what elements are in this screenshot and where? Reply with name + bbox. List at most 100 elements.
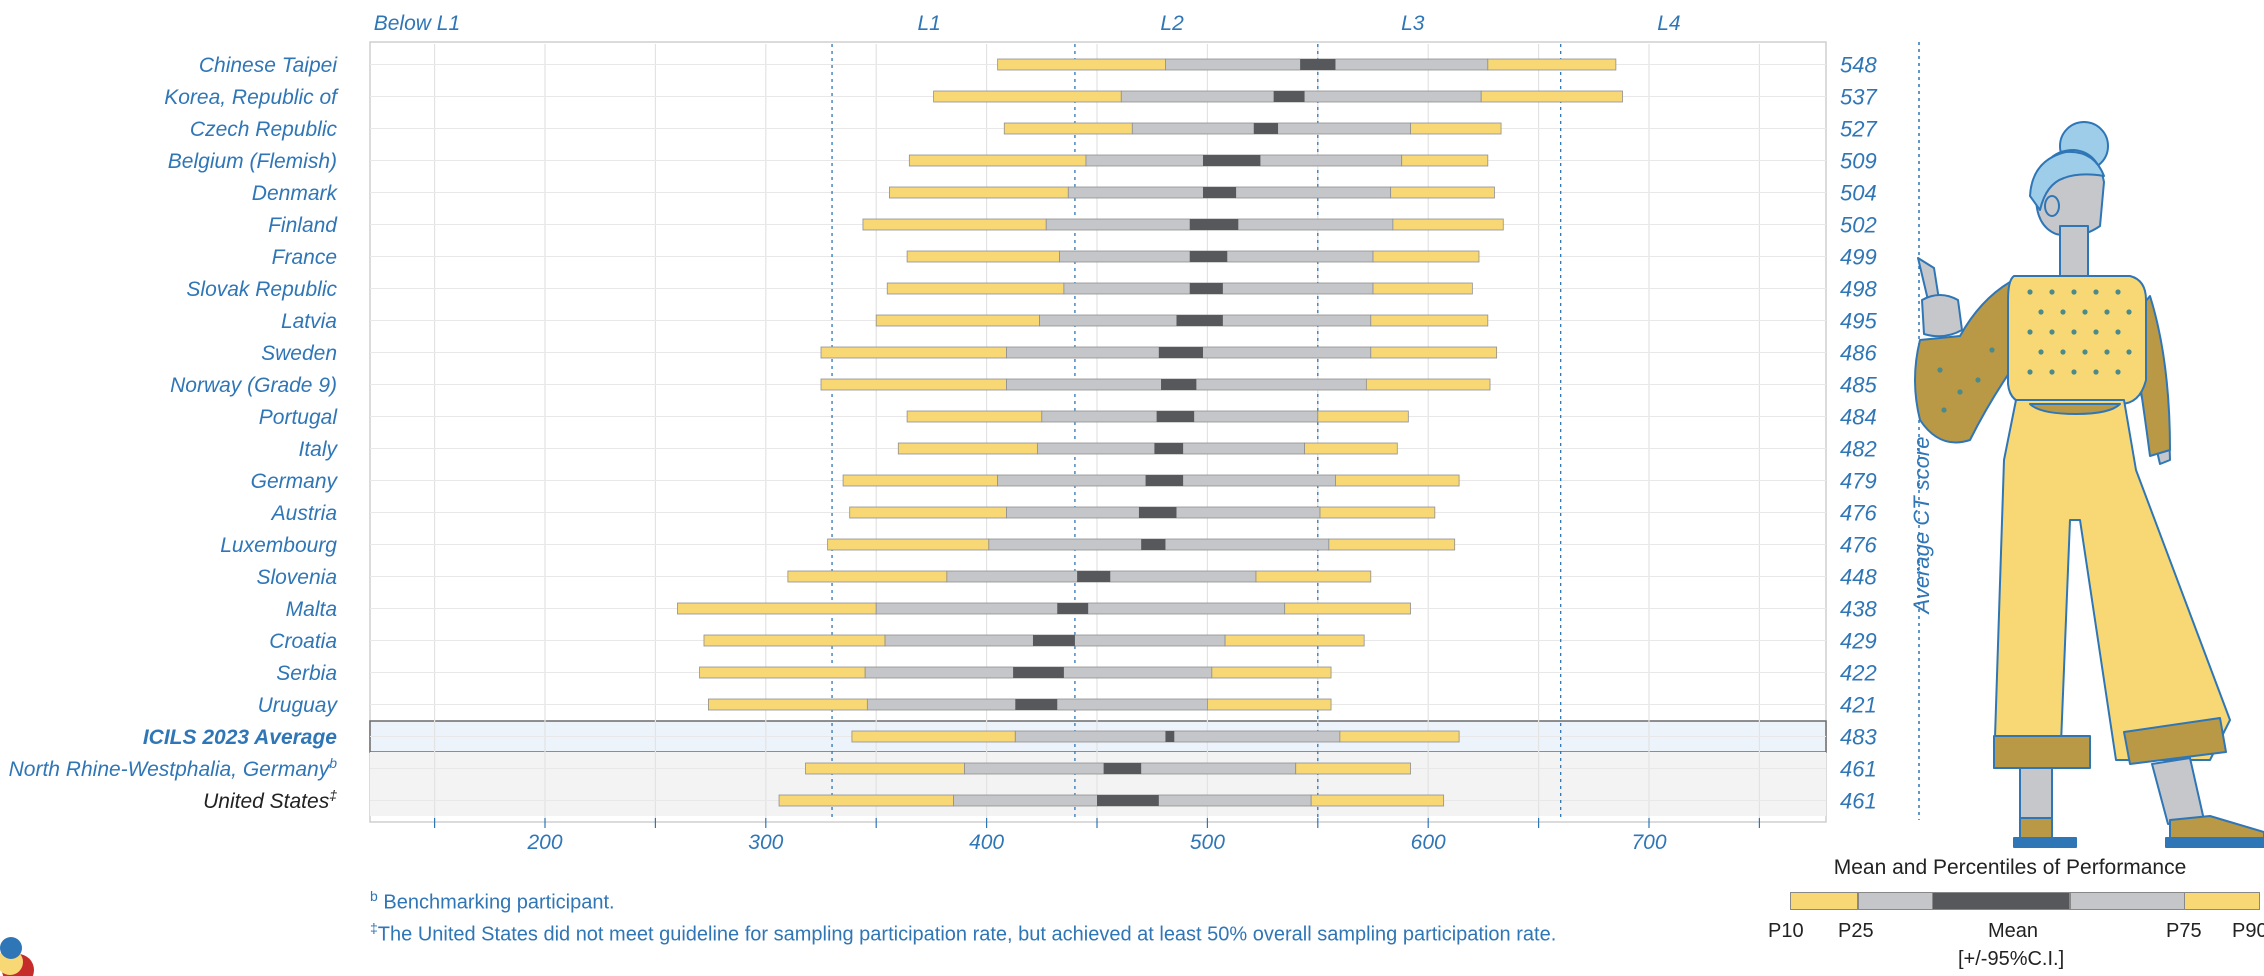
footnote-us-mark: ‡ <box>370 920 378 936</box>
country-label: Serbia <box>276 662 337 685</box>
x-tick-label: 600 <box>1411 831 1446 854</box>
country-row: Serbia 422 <box>276 661 1876 686</box>
p75-p90-bar <box>1372 250 1480 263</box>
mean-ci-bar <box>1273 91 1305 102</box>
country-row: Slovak Republic 498 <box>186 277 1877 302</box>
country-row: Czech Republic 527 <box>190 117 1878 142</box>
p10-p25-bar <box>849 506 1007 519</box>
country-label: Italy <box>298 438 338 461</box>
country-name: Belgium (Flemish) <box>168 150 337 173</box>
legend-p75-p90-bar <box>2184 892 2260 910</box>
footnote-benchmark-mark: b <box>370 888 378 904</box>
mean-ci-bar <box>1138 507 1177 518</box>
country-name: Korea, Republic of <box>164 86 339 109</box>
country-row: Belgium (Flemish) 509 <box>168 149 1877 174</box>
country-row: Portugal 484 <box>259 405 1877 430</box>
grid <box>370 44 1826 820</box>
mean-ci-bar <box>1202 155 1261 166</box>
p10-p25-bar <box>886 282 1065 295</box>
p10-p25-bar <box>842 474 999 487</box>
country-label: Czech Republic <box>190 118 338 141</box>
country-name: United States <box>203 790 330 813</box>
average-score-label: 495 <box>1840 309 1877 334</box>
average-score-label: 527 <box>1840 117 1877 142</box>
p75-p90-bar <box>1310 794 1445 807</box>
average-score-label: 438 <box>1840 597 1877 622</box>
mean-ci-bar <box>1161 379 1197 390</box>
p10-p25-bar <box>827 538 990 551</box>
legend-p90-label: P90 <box>2232 920 2264 942</box>
p10-p25-bar <box>889 186 1069 199</box>
p10-p25-bar <box>703 634 886 647</box>
legend-p25-label: P25 <box>1838 920 1874 942</box>
country-row: Italy 482 <box>298 437 1876 462</box>
x-tick-label: 700 <box>1631 831 1666 854</box>
country-label: Korea, Republic of <box>164 86 339 109</box>
p75-p90-bar <box>1317 410 1409 423</box>
x-tick-label: 400 <box>969 831 1004 854</box>
average-score-label: 498 <box>1840 277 1877 302</box>
country-name: Austria <box>270 502 337 525</box>
country-row: United States‡ 461 <box>203 787 1877 814</box>
p10-p25-bar <box>787 570 948 583</box>
legend-p10-p25-bar <box>1790 892 1858 910</box>
p75-p90-bar <box>1211 666 1332 679</box>
country-label: ICILS 2023 Average <box>143 726 337 749</box>
country-footnote-mark: b <box>329 755 337 771</box>
legend-mean-p75-bar <box>2070 892 2202 910</box>
country-label: Croatia <box>269 630 337 653</box>
p10-p25-bar <box>820 378 1007 391</box>
p10-p25-bar <box>699 666 866 679</box>
p10-p25-bar <box>933 90 1122 103</box>
average-score-label: 429 <box>1840 629 1877 654</box>
country-row: Norway (Grade 9) 485 <box>170 373 1877 398</box>
level-label: L3 <box>1401 12 1425 35</box>
country-name: Sweden <box>261 342 337 365</box>
legend-p10-label: P10 <box>1768 920 1804 942</box>
country-footnote-mark: ‡ <box>329 787 337 803</box>
country-label: North Rhine-Westphalia, Germanyb <box>9 755 338 781</box>
p75-p90-bar <box>1207 698 1332 711</box>
country-label: Portugal <box>259 406 339 429</box>
country-row: North Rhine-Westphalia, Germanyb 461 <box>9 755 1877 782</box>
country-name: Slovenia <box>256 566 337 589</box>
p75-p90-bar <box>1319 506 1436 519</box>
country-label: Malta <box>286 598 337 621</box>
country-label: Luxembourg <box>220 534 337 557</box>
country-name: Serbia <box>276 662 337 685</box>
country-label: Denmark <box>252 182 339 205</box>
country-row: Austria 476 <box>270 501 1878 526</box>
p25-p75-bar <box>1014 730 1341 743</box>
footnote-us: ‡The United States did not meet guidelin… <box>370 920 1556 947</box>
p75-p90-bar <box>1255 570 1372 583</box>
country-label: Finland <box>268 214 338 237</box>
p75-p90-bar <box>1365 378 1491 391</box>
country-row: Finland 502 <box>268 213 1877 238</box>
country-label: Austria <box>270 502 337 525</box>
mean-ci-bar <box>1103 763 1142 774</box>
p10-p25-bar <box>997 58 1166 71</box>
country-label: Belgium (Flemish) <box>168 150 337 173</box>
p10-p25-bar <box>897 442 1038 455</box>
p10-p25-bar <box>820 346 1007 359</box>
country-row: France 499 <box>272 245 1877 270</box>
footnote-benchmark-text: Benchmarking participant. <box>377 891 615 914</box>
legend-ci-label: [+/-95%C.I.] <box>1958 948 2065 970</box>
p75-p90-bar <box>1339 730 1460 743</box>
country-row: Germany 479 <box>251 469 1877 494</box>
country-name: Chinese Taipei <box>199 54 338 77</box>
character-illustration <box>1914 121 2264 848</box>
legend-mean-bar <box>1932 892 2070 910</box>
country-label: France <box>272 246 337 269</box>
country-label: Slovenia <box>256 566 337 589</box>
country-row: Slovenia 448 <box>256 565 1877 590</box>
country-row: Denmark 504 <box>252 181 1877 206</box>
p10-p25-bar <box>805 762 965 775</box>
country-row: Croatia 429 <box>269 629 1876 654</box>
x-axis: 200 300 400 500 600 700 <box>434 818 1761 854</box>
mean-ci-bar <box>1032 635 1075 646</box>
country-name: Finland <box>268 214 338 237</box>
country-name: Croatia <box>269 630 337 653</box>
country-row: ICILS 2023 Average 483 <box>143 725 1878 750</box>
p10-p25-bar <box>707 698 868 711</box>
